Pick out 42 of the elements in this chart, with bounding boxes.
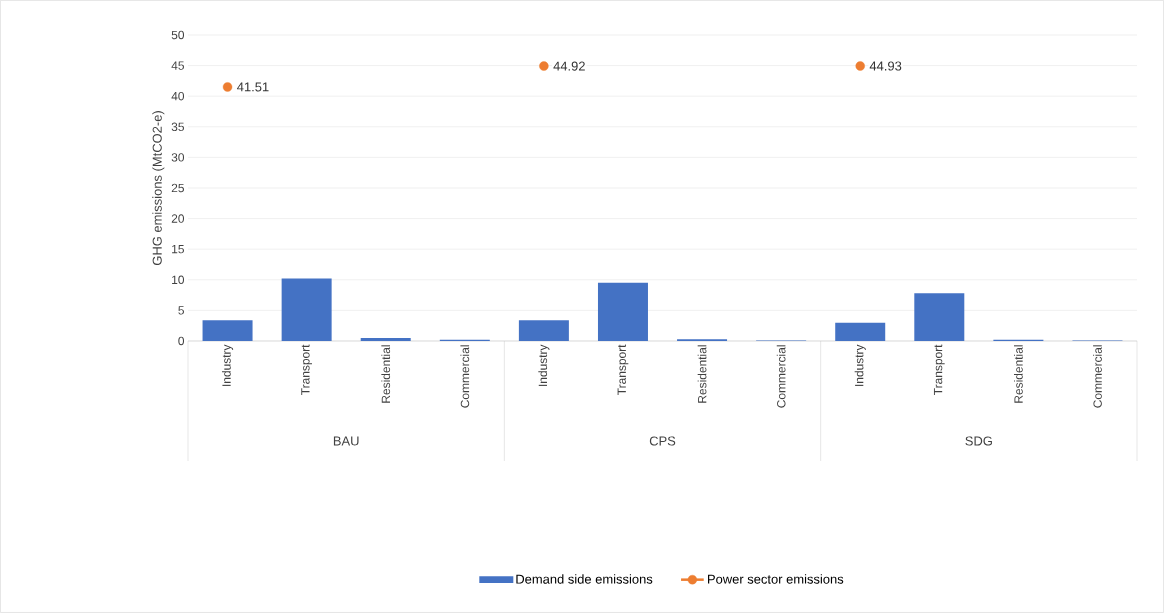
bar [914,293,965,341]
text: CPS [649,436,676,446]
bar [835,322,886,341]
y-tick-label: 50 [171,30,185,40]
data-label: 44.92 [553,61,585,71]
point [855,61,865,71]
y-tick-label: 40 [171,91,185,101]
y-tick-label: 10 [172,275,185,285]
text: SDG [965,436,992,446]
x-tick-label: Residential [381,345,391,403]
y-tick-label: 35 [171,122,184,132]
y-tick-label: 15 [172,245,184,254]
x-tick-label: Industry [854,344,866,386]
bar [518,320,569,341]
bar [281,278,332,341]
bar [202,320,253,341]
y-tick-label: 45 [171,61,184,70]
legend-label: Power sector emissions [708,574,844,584]
data-label: 41.51 [237,82,269,92]
bar [597,282,648,341]
data-label: 44.93 [869,61,902,71]
y-tick-label: 5 [178,306,184,315]
x-tick-label: Industry [538,344,550,386]
point [222,82,233,92]
y-tick-label: 30 [171,153,185,162]
x-tick-label: Commercial [776,345,786,408]
y-tick-label: 25 [171,183,184,193]
y-axis-title: GHG emissions (MtCO2-e) [152,111,165,266]
x-tick-label: Transport [301,344,312,395]
x-tick-label: Transport [933,344,945,395]
y-tick-label: 0 [178,336,185,346]
x-tick-label: Commercial [460,345,470,408]
y-tick-label: 20 [171,214,185,223]
bar [360,337,411,341]
legend-label: Demand side emissions [516,574,653,584]
text: BAU [333,436,359,446]
x-tick-label: Industry [221,344,234,386]
x-tick-label: Residential [1014,345,1023,403]
x-tick-label: Commercial [1093,345,1102,408]
x-tick-label: Residential [697,345,707,403]
point [539,61,549,71]
x-tick-label: Transport [617,344,629,395]
